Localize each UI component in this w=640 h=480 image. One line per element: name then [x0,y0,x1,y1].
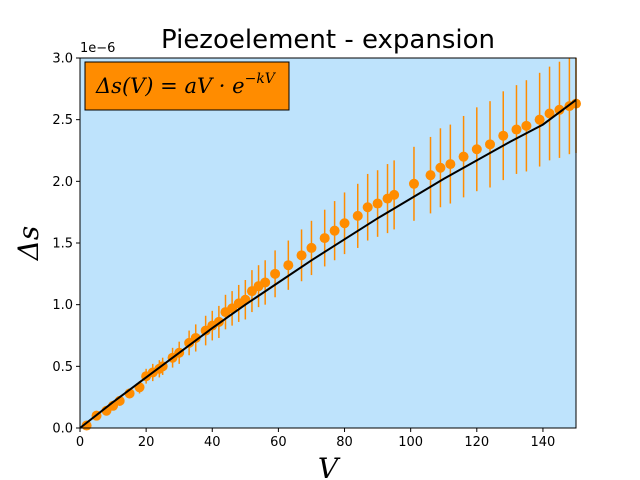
data-point [521,120,532,131]
data-point [362,202,373,213]
data-point [554,104,565,115]
legend-box [84,61,290,111]
x-tick-label: 100 [398,435,423,450]
y-multiplier-label: 1e−6 [80,41,115,56]
y-axis-ticks: 0.0 0.5 1.0 1.5 2.0 2.5 3.0 [52,52,80,437]
x-tick-label: 140 [531,435,556,450]
y-tick-label: 1.0 [52,298,73,313]
chart-title: Piezoelement - expansion [161,25,495,55]
x-tick-label: 120 [464,435,489,450]
x-axis-label: V [318,452,341,480]
data-point [270,268,281,279]
data-point [319,233,330,244]
data-point [408,178,419,189]
data-point [498,130,509,141]
data-point [471,144,482,155]
y-tick-label: 2.0 [52,175,73,190]
x-axis-ticks: 0 20 40 60 80 100 120 140 [76,428,555,450]
y-tick-label: 3.0 [52,52,73,67]
data-point [485,139,496,150]
data-point [458,151,469,162]
data-point [544,108,555,119]
x-tick-label: 0 [76,435,84,450]
x-tick-label: 80 [336,435,353,450]
y-tick-label: 0.5 [52,360,73,375]
y-tick-label: 1.5 [52,237,73,252]
data-point [306,242,317,253]
data-point [352,210,363,221]
data-point [425,170,436,181]
data-point [260,277,271,288]
legend-formula-exponent: −kV [245,71,277,87]
legend-formula-main: Δs(V) = aV · e [95,74,245,98]
data-point [329,225,340,236]
legend: Δs(V) = aV · e−kV [84,61,290,111]
data-point [296,250,307,261]
data-point [534,114,545,125]
data-point [445,159,456,170]
data-point [283,260,294,271]
x-tick-label: 20 [138,435,155,450]
data-point [339,218,350,229]
legend-formula: Δs(V) = aV · e−kV [95,71,277,98]
y-tick-label: 2.5 [52,113,73,128]
data-point [435,162,446,173]
data-point [511,124,522,135]
y-tick-label: 0.0 [52,422,73,437]
data-point [389,189,400,200]
y-axis-label: Δs [12,226,45,262]
data-point [372,198,383,209]
x-tick-label: 40 [204,435,221,450]
x-tick-label: 60 [270,435,287,450]
data-point [190,332,201,343]
fit-line [79,99,577,429]
